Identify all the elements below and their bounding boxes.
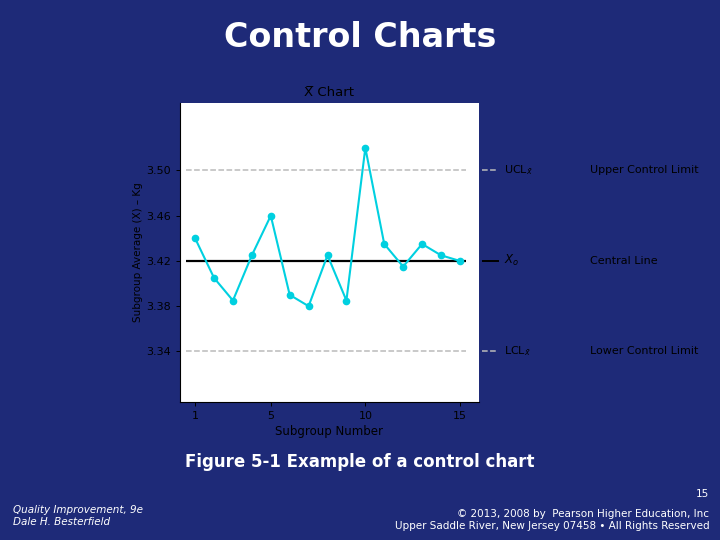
- Text: © 2013, 2008 by  Pearson Higher Education, Inc
Upper Saddle River, New Jersey 07: © 2013, 2008 by Pearson Higher Education…: [395, 509, 709, 531]
- Text: Lower Control Limit: Lower Control Limit: [590, 346, 699, 356]
- Text: UCL$_\bar{x}$: UCL$_\bar{x}$: [504, 164, 533, 177]
- Text: Figure 5-1 Example of a control chart: Figure 5-1 Example of a control chart: [185, 453, 535, 471]
- Text: Quality Improvement, 9e
Dale H. Besterfield: Quality Improvement, 9e Dale H. Besterfi…: [13, 505, 143, 527]
- Title: X̅ Chart: X̅ Chart: [305, 86, 354, 99]
- Text: Upper Control Limit: Upper Control Limit: [590, 165, 699, 176]
- Text: LCL$_\bar{x}$: LCL$_\bar{x}$: [504, 345, 531, 359]
- Text: X$_o$: X$_o$: [504, 253, 519, 268]
- X-axis label: Subgroup Number: Subgroup Number: [275, 426, 383, 438]
- Text: Control Charts: Control Charts: [224, 22, 496, 55]
- Y-axis label: Subgroup Average (X) – Kg: Subgroup Average (X) – Kg: [133, 183, 143, 322]
- Text: 15: 15: [696, 489, 709, 498]
- Text: Central Line: Central Line: [590, 256, 658, 266]
